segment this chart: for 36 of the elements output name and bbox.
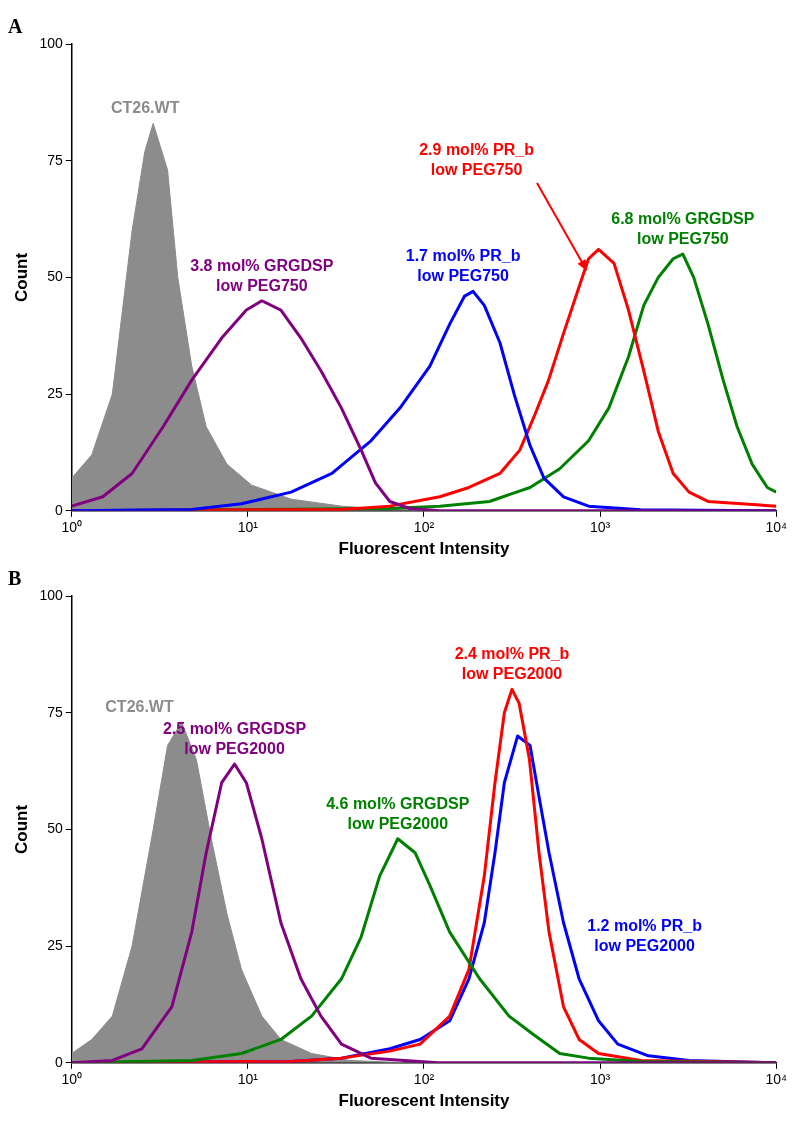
y-tick-label: 75 <box>47 703 63 720</box>
x-tick-label: 10³ <box>589 1071 611 1088</box>
series-label: CT26.WT <box>105 698 174 716</box>
x-axis-title: Fluorescent Intensity <box>338 539 511 559</box>
x-tick-label: 10¹ <box>237 519 259 536</box>
x-tick-label: 10⁰ <box>61 519 83 536</box>
series-label: 2.4 mol% PR_b low PEG2000 <box>454 645 570 683</box>
x-tick-label: 10¹ <box>237 1071 259 1088</box>
chart-title: B <box>8 567 22 590</box>
x-tick-label: 10⁰ <box>61 1071 83 1088</box>
y-tick-label: 100 <box>39 586 63 603</box>
series-label: 1.2 mol% PR_b low PEG2000 <box>587 917 703 955</box>
series-label: 3.8 mol% GRGDSP low PEG750 <box>190 256 334 294</box>
x-tick-label: 10² <box>413 1071 435 1088</box>
y-tick-label: 25 <box>47 936 63 953</box>
series-label: CT26.WT <box>110 99 180 117</box>
y-tick-label: 0 <box>54 1053 63 1070</box>
y-tick-label: 25 <box>47 384 63 401</box>
chart-title: A <box>8 15 23 38</box>
x-tick-label: 10⁴ <box>765 519 787 536</box>
y-axis-title: Count <box>11 804 31 854</box>
text: 2.9 mol% PR_b low PEG750 <box>419 141 535 179</box>
series-label: 4.6 mol% GRGDSP low PEG2000 <box>326 794 470 832</box>
y-axis-title: Count <box>11 252 31 302</box>
series-label: 1.7 mol% PR_b low PEG750 <box>405 247 521 285</box>
x-axis-title: Fluorescent Intensity <box>338 1091 511 1111</box>
y-tick-label: 50 <box>47 268 63 285</box>
x-tick-label: 10⁴ <box>765 1071 787 1088</box>
y-tick-label: 100 <box>39 34 63 51</box>
x-tick-label: 10³ <box>589 519 611 536</box>
series-label: 2.5 mol% GRGDSP low PEG2000 <box>162 720 307 758</box>
y-tick-label: 0 <box>54 501 63 518</box>
y-tick-label: 50 <box>47 820 63 837</box>
x-tick-label: 10² <box>413 519 435 536</box>
series-label: 6.8 mol% GRGDSP low PEG750 <box>611 210 755 248</box>
y-tick-label: 75 <box>47 151 63 168</box>
